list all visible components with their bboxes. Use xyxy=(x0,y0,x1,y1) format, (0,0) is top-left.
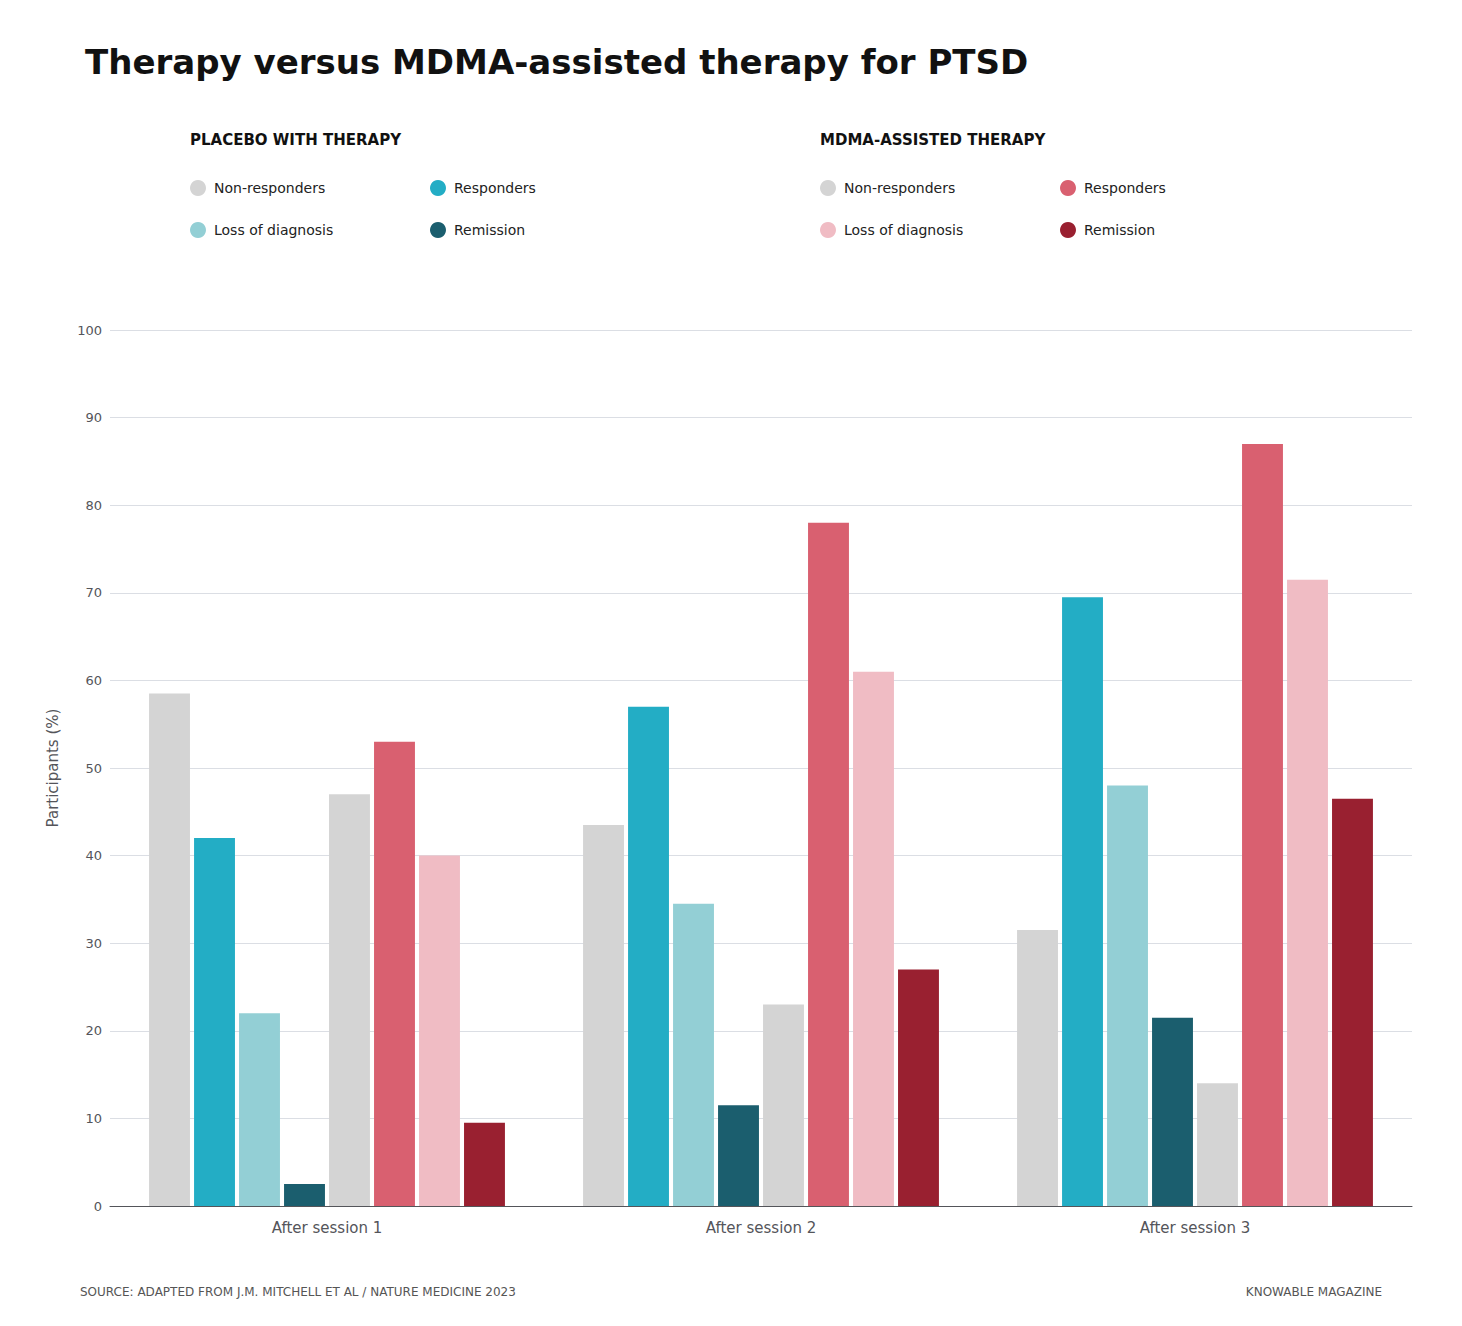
svg-text:Loss of diagnosis: Loss of diagnosis xyxy=(214,222,333,238)
svg-text:MDMA-ASSISTED THERAPY: MDMA-ASSISTED THERAPY xyxy=(820,131,1046,149)
svg-text:80: 80 xyxy=(85,498,102,513)
svg-text:Therapy versus MDMA-assisted t: Therapy versus MDMA-assisted therapy for… xyxy=(85,42,1028,82)
svg-text:10: 10 xyxy=(85,1111,102,1126)
svg-text:40: 40 xyxy=(85,848,102,863)
svg-text:After session 1: After session 1 xyxy=(272,1219,383,1237)
svg-text:Loss of diagnosis: Loss of diagnosis xyxy=(844,222,963,238)
svg-text:20: 20 xyxy=(85,1023,102,1038)
svg-text:70: 70 xyxy=(85,585,102,600)
svg-text:SOURCE: ADAPTED FROM J.M. MITC: SOURCE: ADAPTED FROM J.M. MITCHELL ET AL… xyxy=(80,1285,516,1299)
svg-text:Participants (%): Participants (%) xyxy=(44,709,62,828)
svg-text:Responders: Responders xyxy=(454,180,536,196)
svg-text:PLACEBO WITH THERAPY: PLACEBO WITH THERAPY xyxy=(190,131,402,149)
svg-text:90: 90 xyxy=(85,410,102,425)
svg-text:Non-responders: Non-responders xyxy=(844,180,955,196)
svg-text:After session 2: After session 2 xyxy=(706,1219,817,1237)
svg-text:Non-responders: Non-responders xyxy=(214,180,325,196)
svg-text:After session 3: After session 3 xyxy=(1140,1219,1251,1237)
svg-text:30: 30 xyxy=(85,936,102,951)
svg-text:Remission: Remission xyxy=(454,222,525,238)
svg-text:50: 50 xyxy=(85,761,102,776)
svg-text:60: 60 xyxy=(85,673,102,688)
svg-text:KNOWABLE MAGAZINE: KNOWABLE MAGAZINE xyxy=(1246,1285,1382,1299)
svg-text:Remission: Remission xyxy=(1084,222,1155,238)
svg-text:Responders: Responders xyxy=(1084,180,1166,196)
svg-text:100: 100 xyxy=(77,323,102,338)
svg-text:0: 0 xyxy=(94,1199,102,1214)
